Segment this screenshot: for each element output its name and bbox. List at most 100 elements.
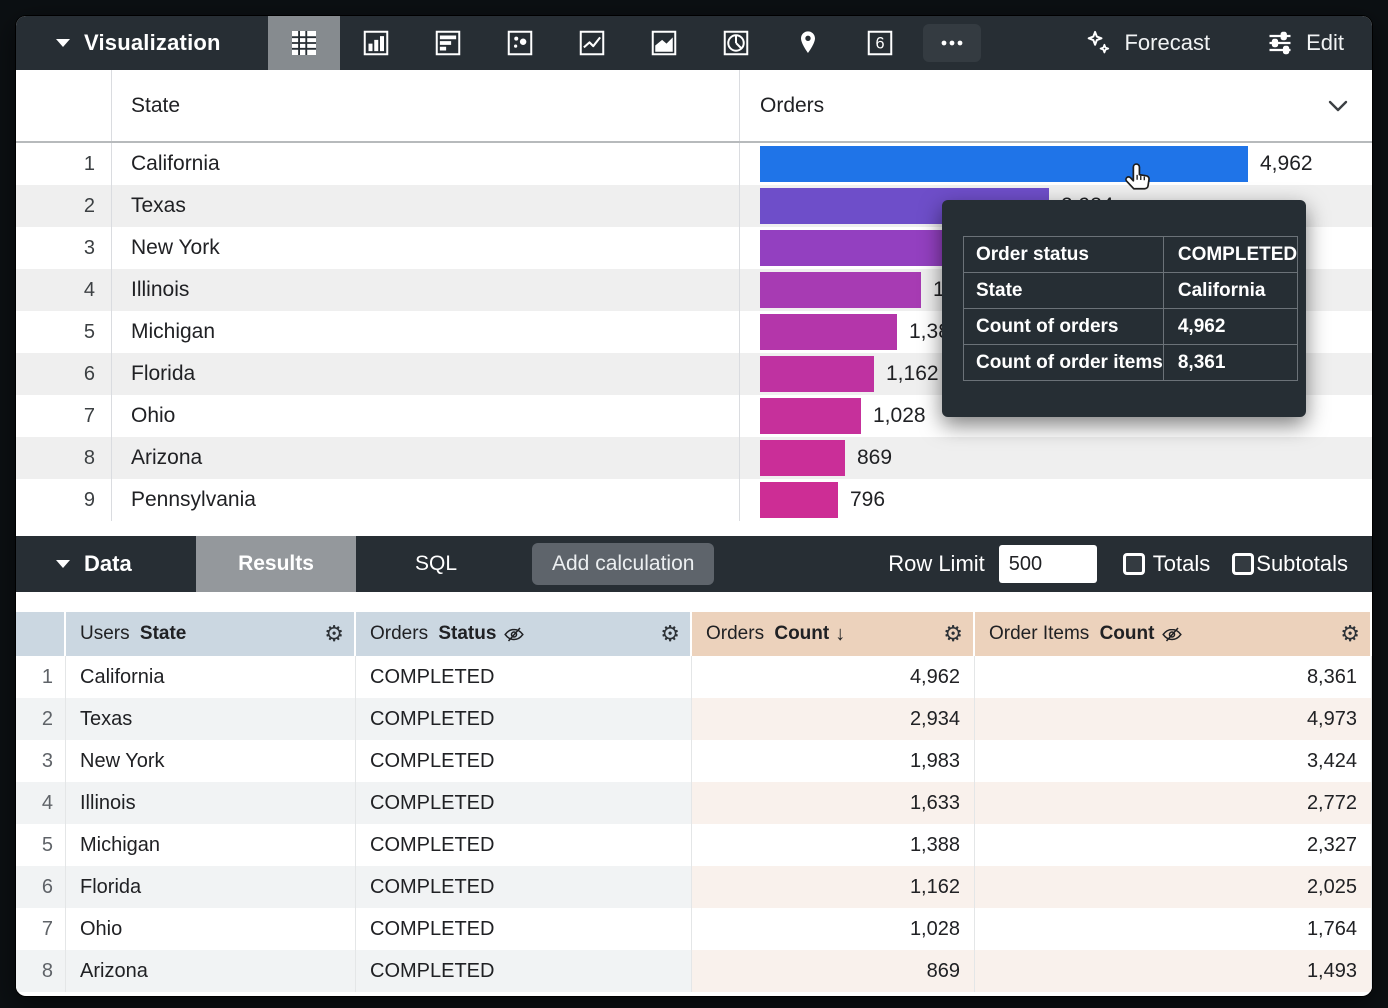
users-state-cell[interactable]: New York [66, 740, 356, 782]
order-items-count-cell[interactable]: 2,327 [975, 824, 1372, 866]
gear-icon[interactable]: ⚙ [324, 621, 344, 646]
gear-icon[interactable]: ⚙ [943, 621, 963, 646]
row-number: 8 [16, 437, 112, 479]
orders-status-cell[interactable]: COMPLETED [356, 824, 692, 866]
chart-type-pie-button[interactable] [700, 16, 772, 70]
tooltip-value: COMPLETED [1162, 236, 1299, 273]
column-header-orders-status[interactable]: Orders Status ⚙ [356, 612, 692, 656]
chart-type-map-button[interactable] [772, 16, 844, 70]
bar-tooltip: Order status COMPLETED State California Coun… [942, 200, 1306, 417]
row-number: 1 [16, 656, 66, 698]
subtotals-checkbox[interactable] [1232, 553, 1255, 575]
orders-count-cell[interactable]: 1,983 [692, 740, 975, 782]
chart-type-line-button[interactable] [556, 16, 628, 70]
orders-status-cell[interactable]: COMPLETED [356, 782, 692, 824]
state-cell: Florida [112, 353, 740, 395]
orders-status-cell[interactable]: COMPLETED [356, 656, 692, 698]
edit-button[interactable]: Edit [1238, 16, 1372, 70]
order-items-count-cell[interactable]: 4,973 [975, 698, 1372, 740]
row-number: 3 [16, 740, 66, 782]
users-state-cell[interactable]: Michigan [66, 824, 356, 866]
row-number: 6 [16, 866, 66, 908]
order-items-count-cell[interactable]: 2,025 [975, 866, 1372, 908]
hidden-eye-slash-icon [504, 626, 525, 643]
tooltip-label: Count of orders [963, 308, 1164, 345]
orders-count-cell[interactable]: 2,934 [692, 698, 975, 740]
order-items-count-cell[interactable]: 1,493 [975, 950, 1372, 992]
forecast-button[interactable]: Forecast [1056, 16, 1238, 70]
data-toolbar: Data Results SQL Add calculation Row Lim… [16, 536, 1372, 592]
users-state-cell[interactable]: Ohio [66, 908, 356, 950]
add-calculation-button[interactable]: Add calculation [532, 543, 715, 585]
results-table-row: 1 California COMPLETED 4,962 8,361 [16, 656, 1372, 698]
tooltip-label: Order status [963, 236, 1164, 273]
orders-status-cell[interactable]: COMPLETED [356, 866, 692, 908]
orders-bar[interactable] [760, 482, 838, 518]
orders-bar[interactable] [760, 398, 861, 434]
order-items-count-cell[interactable]: 2,772 [975, 782, 1372, 824]
tab-sql[interactable]: SQL [414, 552, 458, 575]
users-state-cell[interactable]: Texas [66, 698, 356, 740]
more-icon [935, 28, 969, 58]
row-number: 2 [16, 185, 112, 227]
column-header-label: Order Items Count [989, 623, 1155, 644]
chart-type-bar-button[interactable] [412, 16, 484, 70]
row-number: 1 [16, 143, 112, 185]
data-section-toggle[interactable]: Data [16, 551, 196, 577]
chart-type-column-button[interactable] [340, 16, 412, 70]
row-number-column-header [16, 612, 66, 656]
tab-results[interactable]: Results [196, 536, 356, 592]
orders-bar[interactable] [760, 356, 874, 392]
orders-count-cell[interactable]: 1,633 [692, 782, 975, 824]
totals-checkbox[interactable] [1122, 553, 1145, 575]
orders-status-cell[interactable]: COMPLETED [356, 740, 692, 782]
orders-count-cell[interactable]: 1,028 [692, 908, 975, 950]
order-items-count-cell[interactable]: 8,361 [975, 656, 1372, 698]
column-icon [361, 28, 391, 58]
orders-bar[interactable] [760, 272, 921, 308]
orders-status-cell[interactable]: COMPLETED [356, 698, 692, 740]
chart-type-area-button[interactable] [628, 16, 700, 70]
results-table-row: 7 Ohio COMPLETED 1,028 1,764 [16, 908, 1372, 950]
orders-status-cell[interactable]: COMPLETED [356, 950, 692, 992]
orders-status-cell[interactable]: COMPLETED [356, 908, 692, 950]
sparkle-icon [1084, 29, 1112, 57]
orders-count-cell[interactable]: 1,388 [692, 824, 975, 866]
results-table-body: 1 California COMPLETED 4,962 8,361 2 Texas COMP… [16, 656, 1372, 992]
order-items-count-cell[interactable]: 1,764 [975, 908, 1372, 950]
orders-count-cell[interactable]: 1,162 [692, 866, 975, 908]
orders-bar[interactable] [760, 146, 1248, 182]
users-state-cell[interactable]: Florida [66, 866, 356, 908]
users-state-cell[interactable]: Illinois [66, 782, 356, 824]
scatter-icon [505, 28, 535, 58]
order-items-count-cell[interactable]: 3,424 [975, 740, 1372, 782]
state-cell: Arizona [112, 437, 740, 479]
users-state-cell[interactable]: Arizona [66, 950, 356, 992]
state-column-header[interactable]: State [112, 70, 740, 141]
column-header-orders-count[interactable]: Orders Count ↓ ⚙ [692, 612, 975, 656]
orders-count-cell[interactable]: 869 [692, 950, 975, 992]
chart-type-single-value-button[interactable]: 6 [844, 16, 916, 70]
orders-bar[interactable] [760, 314, 897, 350]
column-header-order-items-count[interactable]: Order Items Count ⚙ [975, 612, 1372, 656]
gear-icon[interactable]: ⚙ [660, 621, 680, 646]
forecast-label: Forecast [1124, 30, 1211, 55]
chevron-down-icon[interactable] [1328, 100, 1348, 112]
tooltip-row: Order status COMPLETED [963, 236, 1299, 273]
row-limit-input[interactable] [998, 545, 1097, 583]
orders-bar[interactable] [760, 440, 845, 476]
users-state-cell[interactable]: California [66, 656, 356, 698]
chart-type-table-button[interactable] [268, 16, 340, 70]
column-header-users-state[interactable]: Users State ⚙ [66, 612, 356, 656]
orders-count-cell[interactable]: 4,962 [692, 656, 975, 698]
orders-bar[interactable] [760, 230, 955, 266]
orders-column-header[interactable]: Orders [740, 70, 1372, 141]
chart-type-scatter-button[interactable] [484, 16, 556, 70]
hand-cursor-icon [1122, 162, 1152, 201]
row-number: 8 [16, 950, 66, 992]
visualization-section-toggle[interactable]: Visualization [16, 16, 268, 70]
toolbar-spacer [988, 16, 1056, 70]
row-number: 7 [16, 908, 66, 950]
gear-icon[interactable]: ⚙ [1340, 621, 1360, 646]
chart-type-more-button[interactable] [923, 24, 981, 62]
